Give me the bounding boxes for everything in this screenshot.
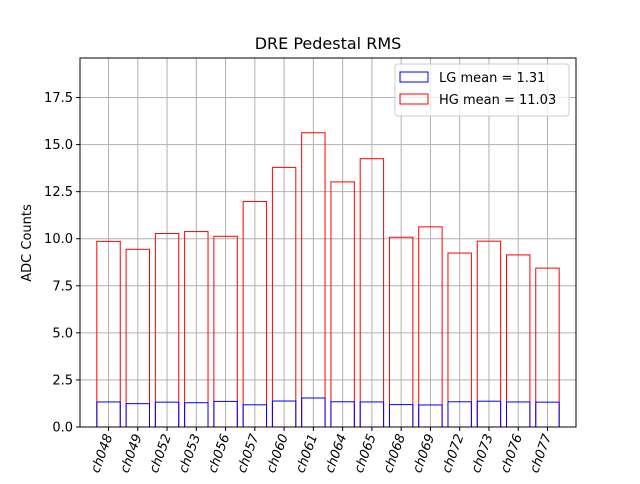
bar xyxy=(213,235,238,428)
bar xyxy=(506,401,531,428)
bar xyxy=(388,404,414,428)
bar xyxy=(125,403,150,428)
bar xyxy=(476,400,502,428)
bar xyxy=(447,252,472,428)
legend-swatch xyxy=(399,71,429,83)
bar xyxy=(184,402,209,428)
y-tick-label: 15.0 xyxy=(44,138,73,153)
bar xyxy=(447,401,472,428)
bar xyxy=(154,401,180,428)
y-tick-label: 2.5 xyxy=(52,373,73,388)
legend: LG mean = 1.31 HG mean = 11.03 xyxy=(394,63,570,117)
bar xyxy=(359,401,385,428)
bar xyxy=(271,166,297,428)
bar xyxy=(301,132,326,428)
legend-label: LG mean = 1.31 xyxy=(439,71,545,86)
bar xyxy=(330,401,355,428)
legend-swatch xyxy=(399,93,429,105)
y-tick-label: 10.0 xyxy=(44,232,73,247)
bar xyxy=(301,397,326,428)
bar xyxy=(184,231,209,428)
bar xyxy=(476,240,502,428)
bar xyxy=(418,226,443,428)
y-tick-label: 7.5 xyxy=(52,279,73,294)
y-tick-label: 5.0 xyxy=(52,326,73,341)
y-tick-label: 0.0 xyxy=(52,421,73,436)
legend-frame xyxy=(394,63,570,117)
bar xyxy=(271,400,297,428)
bar xyxy=(359,158,385,428)
chart-title: DRE Pedestal RMS xyxy=(255,34,402,53)
bar xyxy=(96,401,121,428)
bar xyxy=(330,181,355,428)
bar xyxy=(418,404,443,428)
grid-layer xyxy=(80,58,576,428)
bar xyxy=(242,404,268,428)
bar xyxy=(154,232,180,428)
y-tick-label: 12.5 xyxy=(44,185,73,200)
bar xyxy=(388,236,414,428)
axes-frame xyxy=(79,57,577,428)
bar xyxy=(506,254,531,428)
bar xyxy=(125,248,150,428)
bar xyxy=(535,401,560,428)
bar xyxy=(96,240,121,428)
bar xyxy=(242,200,268,428)
bar xyxy=(213,400,238,428)
y-axis-label: ADC Counts xyxy=(20,204,35,282)
legend-label: HG mean = 11.03 xyxy=(439,93,556,108)
y-tick-label: 17.5 xyxy=(44,91,73,106)
